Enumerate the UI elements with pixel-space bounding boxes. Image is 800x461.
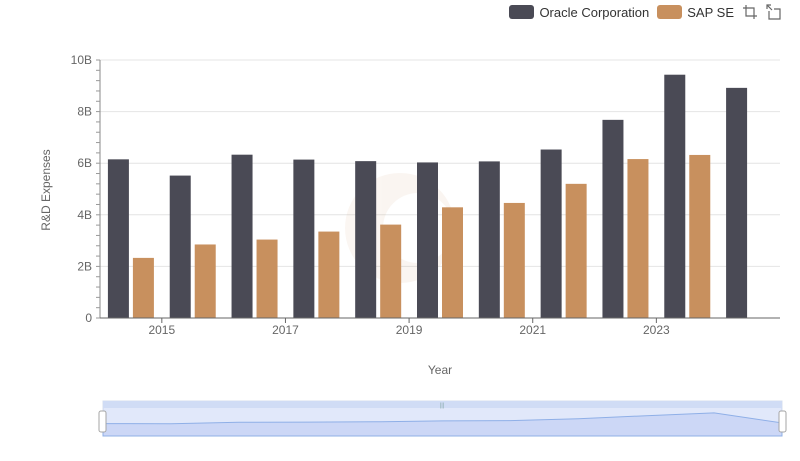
axes	[99, 60, 780, 319]
data-zoom-sparkline	[102, 412, 783, 437]
y-tick-label: 0	[85, 311, 92, 325]
bar-oracle-2022[interactable]	[602, 119, 624, 318]
bar-oracle-2014[interactable]	[107, 159, 129, 318]
bar-oracle-2020[interactable]	[478, 161, 500, 318]
legend-swatch-oracle	[509, 5, 535, 19]
y-tick-label: 2B	[77, 259, 92, 273]
bar-sap-2018[interactable]	[380, 224, 402, 318]
legend-label-sap: SAP SE	[687, 4, 734, 20]
bar-sap-2023[interactable]	[689, 154, 711, 318]
legend: Oracle Corporation SAP SE	[509, 4, 782, 20]
bar-oracle-2015[interactable]	[169, 175, 191, 318]
bar-sap-2022[interactable]	[627, 159, 649, 318]
x-tick-label: 2017	[272, 323, 299, 337]
bar-oracle-2024[interactable]	[726, 87, 748, 318]
legend-label-oracle: Oracle Corporation	[539, 4, 650, 20]
y-tick-label: 6B	[77, 156, 92, 170]
bar-oracle-2021[interactable]	[540, 149, 562, 318]
bar-oracle-2016[interactable]	[231, 154, 253, 318]
x-axis-ticks: 2015 2017 2019 2021 2023	[148, 318, 670, 337]
y-tick-label: 4B	[77, 208, 92, 222]
legend-item-oracle[interactable]: Oracle Corporation	[509, 5, 649, 20]
data-zoom-handle-right[interactable]	[778, 410, 787, 433]
legend-swatch-sap	[657, 5, 683, 19]
y-axis-ticks: 0 2B 4B 6B 8B 10B	[71, 53, 100, 325]
bar-sap-2020[interactable]	[503, 202, 525, 318]
x-axis-title: Year	[428, 363, 452, 377]
bar-sap-2014[interactable]	[132, 257, 154, 318]
bars	[107, 74, 748, 319]
y-tick-label: 8B	[77, 105, 92, 119]
bar-sap-2016[interactable]	[256, 239, 278, 318]
bar-oracle-2018[interactable]	[355, 161, 377, 318]
x-tick-label: 2023	[643, 323, 670, 337]
legend-item-sap[interactable]: SAP SE	[657, 5, 734, 20]
bar-sap-2021[interactable]	[565, 183, 587, 318]
zoom-select-icon[interactable]	[742, 4, 758, 20]
data-zoom-handle-grip: |||	[440, 403, 445, 409]
bar-oracle-2023[interactable]	[664, 74, 686, 319]
bar-oracle-2019[interactable]	[417, 162, 438, 318]
y-axis-title: R&D Expenses	[39, 149, 53, 230]
bar-sap-2017[interactable]	[318, 231, 340, 318]
bar-sap-2019[interactable]	[442, 207, 463, 318]
data-zoom-handle-left[interactable]	[98, 410, 107, 433]
zoom-reset-icon[interactable]	[766, 4, 782, 20]
bar-sap-2015[interactable]	[194, 244, 216, 318]
data-zoom-slider[interactable]: |||	[98, 400, 787, 437]
x-tick-label: 2015	[148, 323, 175, 337]
x-tick-label: 2019	[396, 323, 423, 337]
bar-oracle-2017[interactable]	[293, 159, 315, 318]
data-zoom-handle-bar[interactable]	[103, 401, 782, 408]
y-tick-label: 10B	[71, 53, 92, 67]
x-tick-label: 2021	[519, 323, 546, 337]
